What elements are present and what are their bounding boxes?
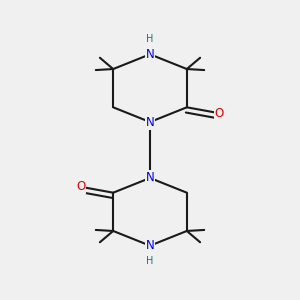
Text: H: H xyxy=(146,256,154,266)
Text: O: O xyxy=(214,107,224,120)
Text: O: O xyxy=(76,180,86,193)
Text: N: N xyxy=(146,172,154,184)
Text: H: H xyxy=(146,34,154,44)
Text: N: N xyxy=(146,239,154,252)
Text: N: N xyxy=(146,48,154,61)
Text: N: N xyxy=(146,116,154,128)
